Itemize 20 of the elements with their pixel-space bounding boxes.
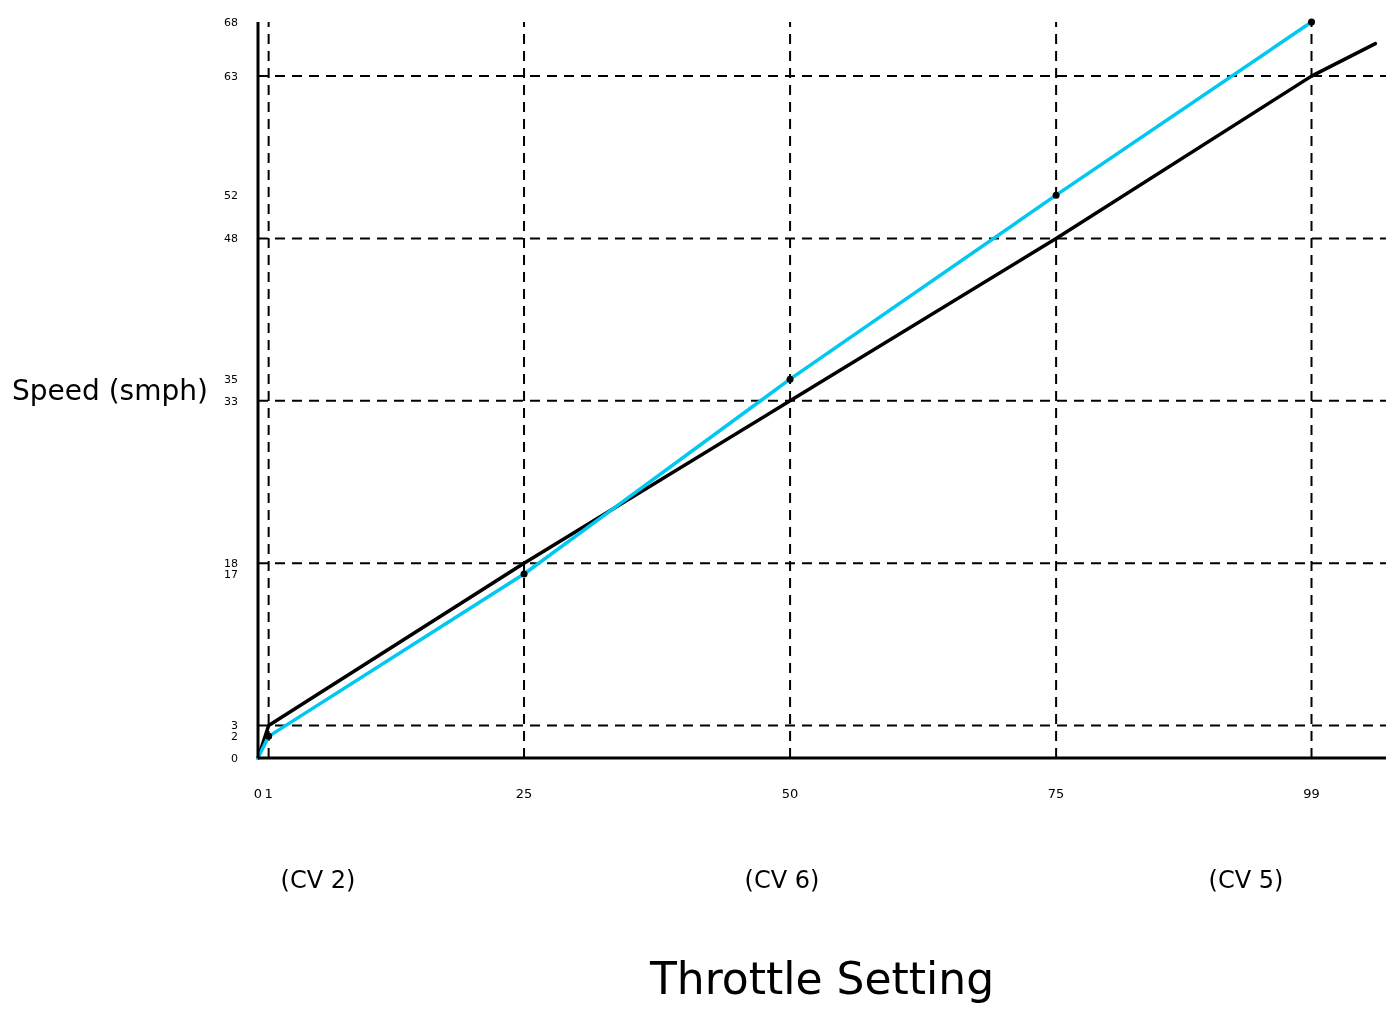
y-tick-label: 48 [224,232,238,246]
y-tick-label: 0 [231,751,238,765]
y-tick-label: 68 [224,15,238,29]
x-tick-label: 0 [253,786,263,801]
x-tick-label: 1 [264,786,273,801]
x-axis-title: Throttle Setting [648,953,995,1004]
y-tick-label: 52 [224,189,238,203]
y-axis-title: Speed (smph) [12,373,208,407]
x-tick-label: 75 [1047,786,1065,801]
y-tick-label: 35 [224,373,238,387]
text: (CV 2) [280,866,356,894]
y-tick-label: 2 [231,730,238,744]
text: (CV 6) [744,866,820,894]
y-tick-label: 3 [231,719,238,733]
x-tick-label: 50 [781,786,799,801]
y-tick-label: 33 [224,394,238,408]
x-tick-label: 25 [515,786,533,801]
x-tick-label: 99 [1303,786,1320,801]
y-tick-label: 63 [224,69,238,83]
text: (CV 5) [1208,866,1284,894]
